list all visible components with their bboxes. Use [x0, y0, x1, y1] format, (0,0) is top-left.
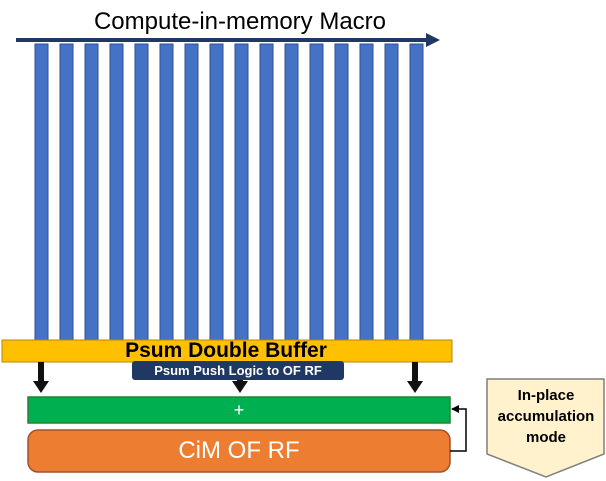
memory-column — [234, 43, 249, 341]
feedback-path — [450, 405, 467, 452]
memory-column — [259, 43, 274, 341]
memory-columns — [34, 43, 424, 341]
memory-column — [134, 43, 149, 341]
in-place-accumulation-label: In-place accumulation mode — [497, 386, 595, 446]
memory-column — [209, 43, 224, 341]
psum-push-logic-label: Psum Push Logic to OF RF — [154, 362, 322, 378]
memory-column — [159, 43, 174, 341]
down-arrow-right — [407, 362, 423, 393]
diagram-title: Compute-in-memory Macro — [93, 8, 387, 35]
memory-column — [34, 43, 49, 341]
memory-column — [184, 43, 199, 341]
memory-column — [284, 43, 299, 341]
memory-column — [334, 43, 349, 341]
psum-double-buffer-label: Psum Double Buffer — [125, 339, 327, 362]
macro-top-arrow — [16, 33, 440, 47]
memory-column — [59, 43, 74, 341]
adder-label: + — [233, 399, 245, 420]
memory-column — [84, 43, 99, 341]
memory-column — [309, 43, 324, 341]
psum-push-logic-box — [132, 361, 344, 380]
memory-column — [384, 43, 399, 341]
in-place-callout — [486, 378, 605, 478]
cim-of-rf-label: CiM OF RF — [178, 437, 300, 464]
memory-column — [409, 43, 424, 341]
memory-column — [109, 43, 124, 341]
down-arrow-left — [33, 362, 49, 393]
adder-bar — [27, 396, 451, 424]
memory-column — [359, 43, 374, 341]
